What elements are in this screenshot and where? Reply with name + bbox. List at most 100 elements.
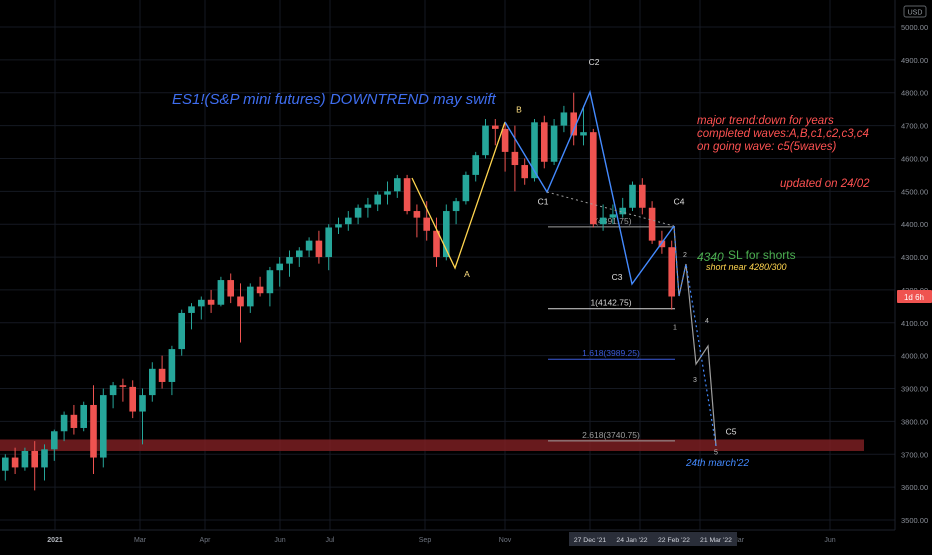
candle[interactable] xyxy=(90,385,97,474)
candle-body xyxy=(129,386,136,412)
candle[interactable] xyxy=(580,105,587,146)
sub-wave-label: 2 xyxy=(683,252,687,259)
candle[interactable] xyxy=(599,204,607,231)
support-zone-layer xyxy=(0,439,864,451)
candle[interactable] xyxy=(256,276,264,297)
short-note: short near 4280/300 xyxy=(706,262,787,272)
candle[interactable] xyxy=(100,388,107,468)
candle-body xyxy=(217,280,225,305)
candle[interactable] xyxy=(119,378,127,402)
candle[interactable] xyxy=(80,401,87,432)
labels-layer: A B C1 C2 C3 C4 C5 1 2 3 4 5 xyxy=(464,57,737,456)
candle[interactable] xyxy=(550,119,558,166)
candle-body xyxy=(256,286,264,294)
candle[interactable] xyxy=(325,224,332,271)
candle[interactable] xyxy=(70,404,78,435)
candle[interactable] xyxy=(158,355,166,389)
candle[interactable] xyxy=(198,296,205,320)
candle[interactable] xyxy=(305,237,313,258)
candle-body xyxy=(590,132,597,225)
candle[interactable] xyxy=(11,447,19,474)
candle[interactable] xyxy=(639,178,646,215)
candles-layer[interactable] xyxy=(2,92,675,491)
candle[interactable] xyxy=(21,447,29,471)
candle[interactable] xyxy=(609,204,617,225)
candle[interactable] xyxy=(31,441,38,491)
candle[interactable] xyxy=(482,119,489,159)
candle[interactable] xyxy=(668,240,675,310)
candle[interactable] xyxy=(129,380,136,419)
candle[interactable] xyxy=(501,122,509,172)
currency-badge[interactable] xyxy=(903,5,927,18)
candle[interactable] xyxy=(41,444,48,481)
candle[interactable] xyxy=(139,388,146,445)
candle[interactable] xyxy=(648,201,656,244)
candle[interactable] xyxy=(560,105,568,133)
wave-ab-line xyxy=(411,121,506,270)
candle[interactable] xyxy=(472,151,479,182)
candle[interactable] xyxy=(149,362,156,402)
candle[interactable] xyxy=(354,204,362,225)
candle[interactable] xyxy=(335,217,342,235)
candle[interactable] xyxy=(462,171,470,205)
time-marker[interactable]: 24 Jan '22 xyxy=(611,532,653,546)
candle[interactable] xyxy=(266,266,274,307)
candle[interactable] xyxy=(276,257,283,287)
candle[interactable] xyxy=(492,119,499,146)
candle-body xyxy=(619,207,626,215)
last-price-badge[interactable] xyxy=(897,290,932,303)
candle[interactable] xyxy=(286,250,293,277)
candle[interactable] xyxy=(60,411,68,442)
price-tick-label: 4800.00 xyxy=(901,89,928,98)
candle[interactable] xyxy=(345,211,352,231)
price-axis[interactable]: 3500.00 3600.00 3700.00 3800.00 3900.00 4000.… xyxy=(894,0,928,530)
candle[interactable] xyxy=(364,197,372,218)
candle[interactable] xyxy=(2,454,9,481)
candle-body xyxy=(11,457,19,468)
candle[interactable] xyxy=(51,429,58,461)
candle-body xyxy=(178,312,185,350)
candle-body xyxy=(198,299,205,307)
price-tick-label: 4500.00 xyxy=(901,187,928,196)
price-tick-label: 4600.00 xyxy=(901,154,928,163)
candle[interactable] xyxy=(511,125,519,192)
candle[interactable] xyxy=(374,191,381,212)
candle-body xyxy=(276,263,283,271)
candle[interactable] xyxy=(168,345,176,396)
candle[interactable] xyxy=(541,115,548,169)
candle[interactable] xyxy=(178,309,185,356)
fib-level-label: 1(4142.75) xyxy=(590,298,631,308)
candle[interactable] xyxy=(413,204,421,238)
time-tick-label: Jun xyxy=(824,537,835,544)
candle[interactable] xyxy=(590,128,597,228)
time-marker[interactable]: 27 Dec '21 xyxy=(569,532,611,546)
candle[interactable] xyxy=(217,276,225,307)
candle[interactable] xyxy=(443,204,450,261)
candle[interactable] xyxy=(296,247,303,267)
candle[interactable] xyxy=(521,158,528,185)
candle[interactable] xyxy=(109,381,117,409)
candle[interactable] xyxy=(629,181,636,212)
candle[interactable] xyxy=(452,197,460,225)
time-axis[interactable]: 2021 Mar Apr Jun Jul Sep Nov Mar Jun 27 Dec '21 24… xyxy=(0,529,895,546)
time-marker[interactable]: 22 Feb '22 xyxy=(653,532,695,546)
candle[interactable] xyxy=(207,289,215,313)
candle[interactable] xyxy=(570,92,577,146)
candle-body xyxy=(119,385,127,387)
candle[interactable] xyxy=(619,197,626,218)
candle[interactable] xyxy=(384,181,391,205)
candle[interactable] xyxy=(403,174,411,215)
candle[interactable] xyxy=(227,273,234,304)
candle[interactable] xyxy=(433,217,440,267)
candle-body xyxy=(315,240,323,258)
candle[interactable] xyxy=(247,283,254,313)
candle[interactable] xyxy=(315,230,323,264)
candle[interactable] xyxy=(394,174,401,198)
candle-body xyxy=(139,395,146,412)
candle[interactable] xyxy=(188,303,195,330)
candle[interactable] xyxy=(237,283,244,343)
time-marker[interactable]: 21 Mar '22 xyxy=(695,532,737,546)
candle-body xyxy=(266,270,274,294)
